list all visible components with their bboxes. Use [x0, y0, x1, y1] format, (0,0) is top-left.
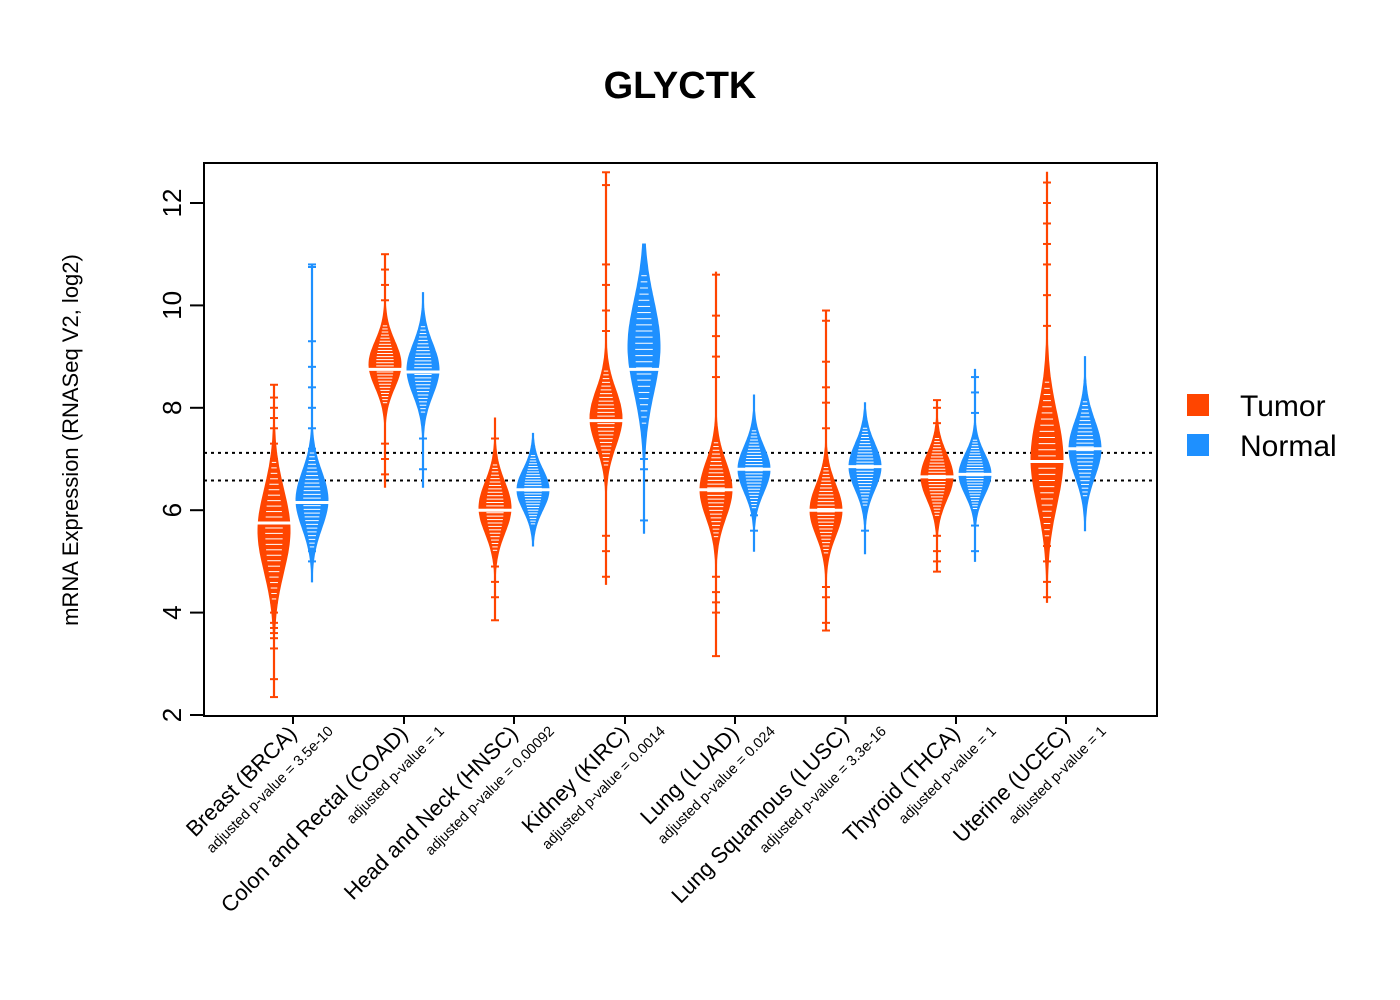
y-tick-label: 10: [157, 291, 187, 320]
normal-bean: [515, 432, 551, 547]
bean-shape: [920, 399, 954, 573]
tumor-bean: [1029, 171, 1065, 603]
bean-shape: [958, 368, 992, 562]
bean-shape: [737, 394, 771, 552]
tumor-bean: [808, 309, 844, 632]
bean-shape: [1030, 171, 1064, 603]
legend: Tumor Normal: [1187, 390, 1337, 463]
y-axis-label: mRNA Expression (RNASeq V2, log2): [58, 254, 83, 626]
bean-shape: [848, 402, 882, 555]
normal-bean: [957, 368, 993, 562]
normal-bean: [626, 243, 662, 534]
tumor-bean: [256, 383, 292, 699]
tumor-bean: [919, 399, 955, 573]
tumor-bean: [588, 171, 624, 585]
tumor-bean: [698, 271, 734, 658]
tumor-bean: [477, 417, 513, 622]
bean-shape: [295, 263, 329, 583]
y-tick-label: 2: [157, 708, 187, 722]
bean-shape: [627, 243, 661, 534]
bean-shape: [1068, 356, 1102, 532]
normal-bean: [405, 292, 441, 488]
bean-shape: [406, 292, 440, 488]
legend-swatch-normal: [1187, 434, 1209, 456]
legend-label-normal: Normal: [1240, 430, 1337, 463]
plot-frame: [203, 162, 1158, 717]
y-tick-label: 4: [157, 605, 187, 619]
legend-swatch-tumor: [1187, 394, 1209, 416]
normal-bean: [847, 402, 883, 555]
y-tick-label: 6: [157, 503, 187, 517]
normal-bean: [1067, 356, 1103, 532]
y-tick-label: 12: [157, 189, 187, 218]
plot-area: [204, 171, 1157, 699]
y-tick-label: 8: [157, 401, 187, 415]
normal-bean: [294, 263, 330, 583]
bean-shape: [699, 271, 733, 657]
normal-bean: [736, 394, 772, 552]
legend-label-tumor: Tumor: [1240, 390, 1326, 423]
chart-title: GLYCTK: [604, 65, 757, 107]
bean-shape: [257, 384, 291, 698]
tumor-bean: [367, 253, 403, 488]
